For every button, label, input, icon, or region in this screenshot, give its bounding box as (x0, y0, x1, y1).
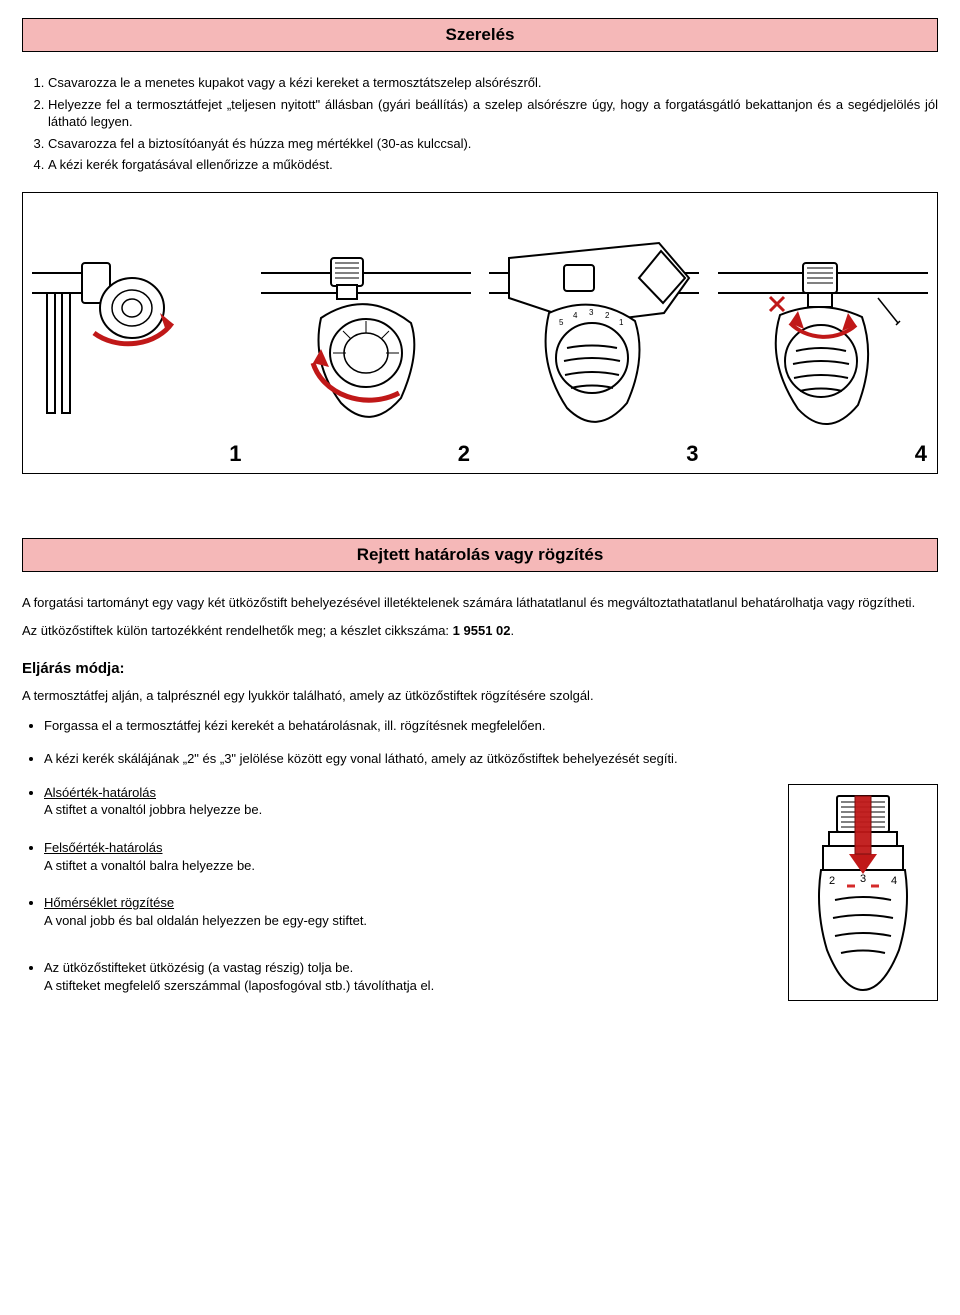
step-item: Csavarozza fel a biztosítóanyát és húzza… (48, 135, 938, 153)
limit-head: Felsőérték-határolás (44, 840, 163, 855)
svg-text:2: 2 (605, 311, 610, 320)
diagram-cell-1: 1 (23, 193, 252, 473)
final-line1: Az ütközőstifteket ütközésig (a vastag r… (44, 960, 353, 975)
procedure-intro: A termosztátfej alján, a talprésznél egy… (22, 687, 938, 705)
limit-list-wrap: Alsóérték-határolás A stiftet a vonaltól… (22, 784, 722, 994)
svg-text:3: 3 (589, 308, 594, 317)
diagram-cell-4: 4 (709, 193, 938, 473)
limit-item: Alsóérték-határolás A stiftet a vonaltól… (44, 784, 722, 819)
side-figure: 2 3 4 (788, 784, 938, 1001)
limit-body: A stiftet a vonaltól jobbra helyezze be. (44, 802, 262, 817)
bullet-item: Forgassa el a termosztátfej kézi kerekét… (44, 717, 938, 735)
step-item: Helyezze fel a termosztátfejet „teljesen… (48, 96, 938, 131)
limit-list: Alsóérték-határolás A stiftet a vonaltól… (22, 784, 722, 929)
diagram-svg-1 (32, 203, 242, 463)
section-title-locking: Rejtett határolás vagy rögzítés (22, 538, 938, 572)
diagram-svg-2 (261, 203, 471, 463)
order-code: 1 9551 02 (453, 623, 511, 638)
bullet-item: A kézi kerék skálájának „2" és „3" jelöl… (44, 750, 938, 768)
limit-item: Hőmérséklet rögzítése A vonal jobb és ba… (44, 894, 722, 929)
step-item: Csavarozza le a menetes kupakot vagy a k… (48, 74, 938, 92)
order-info: Az ütközőstiftek külön tartozékként rend… (22, 623, 938, 638)
limit-head: Alsóérték-határolás (44, 785, 156, 800)
svg-text:3: 3 (860, 873, 866, 885)
locking-intro: A forgatási tartományt egy vagy két ütkö… (22, 594, 938, 612)
limit-head: Hőmérséklet rögzítése (44, 895, 174, 910)
assembly-steps-list: Csavarozza le a menetes kupakot vagy a k… (22, 74, 938, 174)
order-suffix: . (511, 623, 515, 638)
assembly-diagram-row: 1 2 (22, 192, 938, 474)
procedure-bullets: Forgassa el a termosztátfej kézi kerekét… (22, 717, 938, 768)
final-bullet-list: Az ütközőstifteket ütközésig (a vastag r… (22, 959, 722, 994)
diagram-svg-3: 54 3 2 1 (489, 203, 699, 463)
limit-body: A stiftet a vonaltól balra helyezze be. (44, 858, 255, 873)
limit-body: A vonal jobb és bal oldalán helyezzen be… (44, 913, 367, 928)
diagram-label: 3 (686, 441, 698, 467)
diagram-label: 1 (229, 441, 241, 467)
lower-section: 2 3 4 Alsóérték-határolás A stiftet a vo… (22, 784, 938, 994)
svg-text:2: 2 (829, 875, 835, 887)
final-line2: A stifteket megfelelő szerszámmal (lapos… (44, 978, 434, 993)
side-figure-svg: 2 3 4 (793, 790, 933, 995)
svg-text:4: 4 (573, 311, 578, 320)
procedure-heading: Eljárás módja: (22, 660, 938, 677)
diagram-label: 2 (458, 441, 470, 467)
section-title-assembly: Szerelés (22, 18, 938, 52)
diagram-label: 4 (915, 441, 927, 467)
diagram-cell-2: 2 (252, 193, 481, 473)
diagram-cell-3: 54 3 2 1 3 (480, 193, 709, 473)
final-bullet: Az ütközőstifteket ütközésig (a vastag r… (44, 959, 722, 994)
svg-text:1: 1 (619, 318, 624, 327)
diagram-svg-4 (718, 203, 928, 463)
order-prefix: Az ütközőstiftek külön tartozékként rend… (22, 623, 453, 638)
svg-text:4: 4 (891, 875, 897, 887)
limit-item: Felsőérték-határolás A stiftet a vonaltó… (44, 839, 722, 874)
svg-text:5: 5 (559, 318, 564, 327)
step-item: A kézi kerék forgatásával ellenőrizze a … (48, 156, 938, 174)
